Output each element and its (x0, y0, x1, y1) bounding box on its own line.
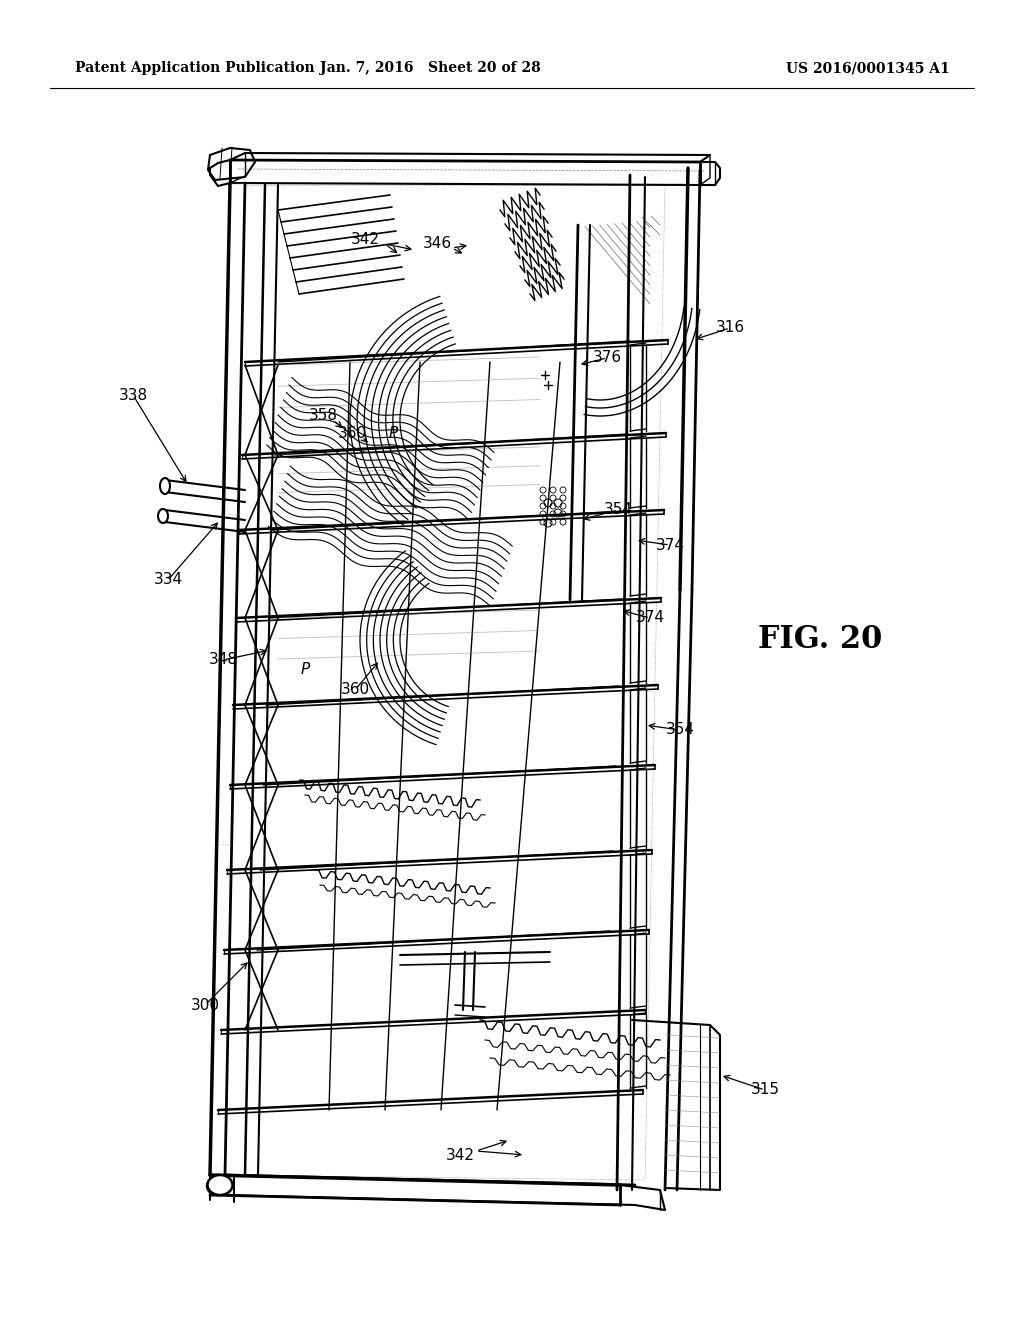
Text: 360: 360 (338, 425, 367, 441)
Text: 346: 346 (423, 235, 452, 251)
Text: P: P (300, 663, 309, 677)
Text: 374: 374 (655, 537, 684, 553)
Text: 374: 374 (636, 610, 665, 626)
Ellipse shape (208, 1175, 232, 1195)
Text: P: P (388, 425, 397, 441)
Text: 348: 348 (209, 652, 238, 668)
Text: 360: 360 (340, 682, 370, 697)
Text: 334: 334 (154, 573, 182, 587)
Text: 300: 300 (190, 998, 219, 1012)
Text: 315: 315 (751, 1082, 779, 1097)
Text: FIG. 20: FIG. 20 (758, 624, 882, 656)
Text: 358: 358 (308, 408, 338, 424)
Text: US 2016/0001345 A1: US 2016/0001345 A1 (786, 61, 950, 75)
Ellipse shape (160, 478, 170, 494)
Text: 338: 338 (119, 388, 147, 403)
Text: Patent Application Publication: Patent Application Publication (75, 61, 314, 75)
Text: 342: 342 (445, 1147, 474, 1163)
Text: 354: 354 (603, 503, 633, 517)
Text: 316: 316 (716, 321, 744, 335)
Text: 376: 376 (593, 351, 622, 366)
Text: 342: 342 (350, 232, 380, 248)
Text: Jan. 7, 2016   Sheet 20 of 28: Jan. 7, 2016 Sheet 20 of 28 (319, 61, 541, 75)
Text: 354: 354 (666, 722, 694, 738)
Ellipse shape (158, 510, 168, 523)
